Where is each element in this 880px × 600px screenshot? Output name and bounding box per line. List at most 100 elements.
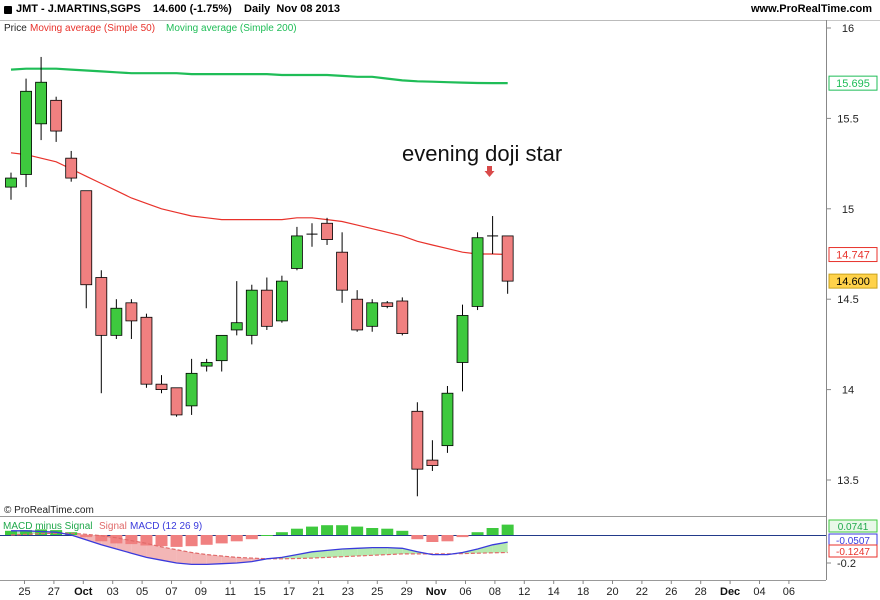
x-tick-label: 04 [753, 586, 765, 598]
x-tick-label: 17 [283, 586, 295, 598]
ma50-tag-box [828, 247, 878, 263]
candle [215, 334, 228, 372]
candle-body [456, 315, 469, 363]
candle-body [351, 298, 364, 331]
x-tick-label: 26 [665, 586, 677, 598]
candle-body [80, 190, 93, 286]
x-tick-label: 05 [136, 586, 148, 598]
ma50-line [10, 152, 508, 256]
candle [140, 313, 153, 388]
candle [185, 358, 198, 415]
legend-macd-diff: MACD minus Signal [3, 521, 92, 532]
macd-fill-segment [477, 544, 493, 554]
x-tick-label: 15 [254, 586, 266, 598]
macd-fill-segment [206, 554, 222, 565]
macd-hist-bar [260, 535, 273, 536]
candle-body [321, 222, 333, 240]
app-logo-icon [4, 6, 12, 14]
macd-hist-bar [441, 535, 454, 542]
candlestick-series [5, 56, 514, 497]
macd-hist-bar [501, 524, 514, 535]
candle-body [185, 372, 198, 407]
macd-fill-segment [357, 547, 373, 556]
candle [366, 299, 379, 332]
macd-fill-segment [296, 551, 312, 559]
x-tick-label: 18 [577, 586, 589, 598]
candle [65, 150, 78, 182]
macd-lines [10, 530, 508, 566]
candle-body [336, 251, 349, 291]
candle-body [396, 300, 409, 334]
macd-hist-bar [140, 535, 153, 546]
candle [50, 96, 63, 142]
macd-fill-segment [191, 552, 207, 565]
ma50-path [10, 152, 508, 256]
macd-hist-bar [486, 528, 499, 535]
legend-signal: Signal [99, 521, 127, 532]
ma200-tag-box [828, 75, 878, 91]
macd-histogram [5, 524, 514, 547]
instrument-title: JMT - J.MARTINS,SGPS 14.600 (-1.75%) Dai… [16, 3, 341, 15]
candle-body [50, 99, 63, 132]
time-axis: 25 27 Oct 03 05 07 09 11 15 17 21 23 25 29 Nov 06 08 12 14… [18, 580, 795, 598]
candle-body [275, 280, 288, 322]
macd-hist-bar [411, 535, 424, 540]
candle-body [155, 383, 168, 390]
macd-value-tag-label: -0.0507 [836, 536, 870, 547]
macd-panel: MACD minus Signal Signal MACD (12 26 9) … [0, 519, 878, 581]
macd-hist-bar [95, 535, 108, 542]
x-tick-label: 06 [783, 586, 795, 598]
x-tick-label: 12 [518, 586, 530, 598]
candle-body [200, 362, 213, 367]
signal-value-tag-box [828, 544, 878, 558]
candle-body [5, 177, 17, 188]
x-tick-label: 14 [548, 586, 560, 598]
macd-fill-segment [176, 549, 192, 565]
candle [381, 301, 394, 309]
macd-hist-bar [5, 530, 17, 535]
site-link[interactable]: www.ProRealTime.com [750, 3, 872, 15]
price-tick-label: 15.5 [837, 113, 858, 125]
legend-macd: MACD (12 26 9) [130, 521, 202, 532]
candle [321, 217, 333, 245]
price-tick-label: 14.5 [837, 294, 858, 306]
legend-price: Price [4, 23, 27, 34]
candle-body [381, 302, 394, 307]
candle [170, 387, 183, 417]
candle [456, 304, 469, 392]
macd-hist-bar [456, 535, 469, 538]
candle [471, 232, 484, 311]
candle [336, 232, 349, 303]
macd-hist-bar [185, 535, 198, 547]
macd-hist-bar [245, 535, 258, 540]
macd-fill-segment [161, 546, 177, 563]
legend-ma50: Moving average (Simple 50) [30, 23, 155, 34]
macd-hist-bar [381, 528, 394, 535]
macd-hist-bar [125, 535, 138, 545]
macd-hist-bar [351, 526, 364, 535]
candle-body [35, 81, 47, 125]
macd-line [11, 530, 508, 566]
price-tags: 15.695 14.747 14.600 [828, 75, 878, 289]
candle [426, 440, 439, 471]
price-tick-label: 16 [842, 23, 854, 35]
candle [95, 270, 108, 394]
last-price-tag-label: 14.600 [836, 276, 870, 288]
macd-fill-segment [387, 547, 403, 555]
x-tick-label: 20 [606, 586, 618, 598]
candle [80, 190, 93, 309]
x-tick-label: 21 [312, 586, 324, 598]
x-tick-label: 06 [459, 586, 471, 598]
macd-hist-tag-label: 0.0741 [838, 522, 869, 533]
macd-hist-bar [336, 525, 349, 535]
x-tick-label: Nov [426, 586, 448, 598]
macd-hist-bar [200, 535, 213, 545]
x-tick-label: 22 [636, 586, 648, 598]
ma200-path [10, 67, 508, 85]
candle [306, 223, 318, 247]
candle-body [215, 334, 228, 362]
macd-hist-bar [230, 535, 243, 542]
macd-fill-segment [312, 550, 328, 559]
candle [5, 172, 17, 200]
